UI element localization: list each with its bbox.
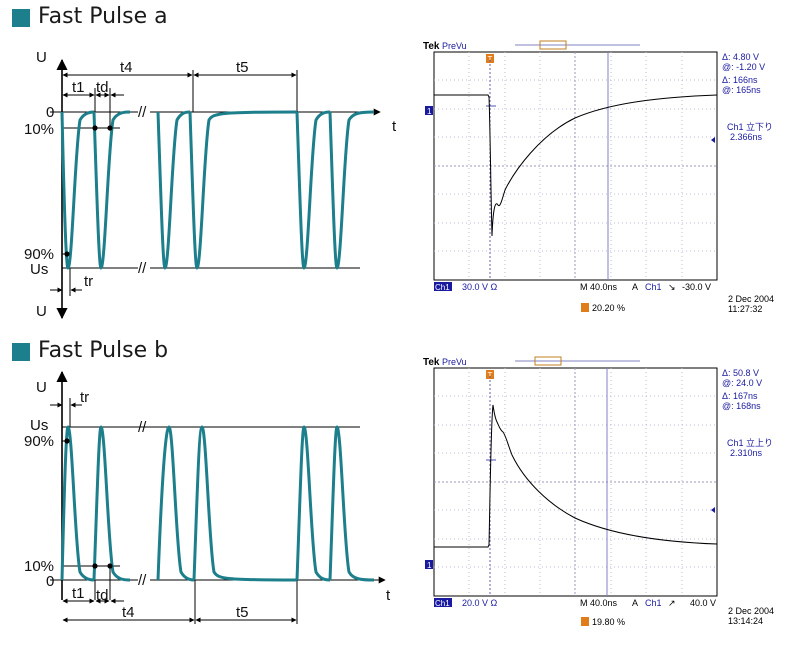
- cursor-abs-v: @: -1.20 V: [722, 62, 765, 72]
- cursor-delta-v: Δ: 50.8 V: [722, 368, 759, 378]
- trigger-level: -30.0 V: [682, 282, 711, 292]
- level-0-label: 0: [46, 104, 54, 121]
- level-10-label: 10%: [24, 558, 54, 575]
- trigger-marker: T: [488, 55, 493, 64]
- level-90-label: 90%: [24, 246, 54, 263]
- oscilloscope-screen-a: Tek PreVu T 1 Δ: 4.80 V @: -1.20 V Δ: 16…: [423, 40, 774, 314]
- timebase-m: M: [580, 598, 588, 608]
- cursor-delta-v: Δ: 4.80 V: [722, 52, 759, 62]
- ch1-badge: Ch1: [435, 283, 450, 292]
- cursor-abs-t: @: 168ns: [722, 401, 761, 411]
- section-a-marker: [12, 9, 30, 27]
- timebase: 40.0ns: [590, 598, 618, 608]
- section-a-title: Fast Pulse a: [38, 4, 168, 29]
- axis-label-u-top: U: [36, 49, 47, 66]
- scope-mode: PreVu: [442, 357, 467, 367]
- channel-marker: 1: [427, 561, 432, 570]
- timebase-m: M: [580, 282, 588, 292]
- pulse-diagram-b: // // U t 0 10% 90% Us t1 td t4 t5 tr: [24, 370, 391, 624]
- scope-time: 13:14:24: [728, 616, 763, 626]
- scope-date: 2 Dec 2004: [728, 294, 774, 304]
- axis-label-t: t: [386, 587, 391, 604]
- break-mark: //: [138, 104, 147, 121]
- axis-label-t: t: [392, 118, 397, 135]
- measurement-name: Ch1 立上り: [727, 437, 773, 448]
- level-us-label: Us: [30, 261, 48, 278]
- ch1-scale: 30.0 V Ω: [462, 282, 498, 292]
- measurement-value: 2.366ns: [730, 132, 763, 142]
- t4-label: t4: [120, 59, 133, 76]
- break-mark: //: [138, 572, 147, 589]
- cursor-delta-t: Δ: 167ns: [722, 391, 758, 401]
- trigger-channel: Ch1: [645, 598, 662, 608]
- level-90-label: 90%: [24, 433, 54, 450]
- axis-label-u-bottom: U: [36, 303, 47, 320]
- cursor-abs-v: @: 24.0 V: [722, 378, 762, 388]
- tr-label: tr: [84, 273, 93, 290]
- cursor-abs-t: @: 165ns: [722, 85, 761, 95]
- measurement-name: Ch1 立下り: [727, 121, 773, 132]
- t5-label: t5: [236, 604, 249, 621]
- level-10-label: 10%: [24, 121, 54, 138]
- scope-brand: Tek: [423, 357, 440, 368]
- section-b-marker: [12, 343, 30, 361]
- tr-label: tr: [80, 389, 89, 406]
- t1-label: t1: [72, 79, 85, 96]
- ch1-badge: Ch1: [435, 599, 450, 608]
- break-mark: //: [138, 260, 147, 277]
- timebase: 40.0ns: [590, 282, 618, 292]
- trigger-slope: ↗: [668, 598, 676, 608]
- trigger-marker: T: [488, 371, 493, 380]
- t5-label: t5: [236, 59, 249, 76]
- pulse-diagram-a: // // U U t 0 10% 90% Us t1 td t4 t5 tr: [24, 49, 397, 320]
- axis-label-u-top: U: [36, 379, 47, 396]
- t1-label: t1: [72, 585, 85, 602]
- trigger-position: 20.20 %: [592, 303, 625, 313]
- measurement-value: 2.310ns: [730, 448, 763, 458]
- scope-mode: PreVu: [442, 41, 467, 51]
- oscilloscope-screen-b: Tek PreVu T 1 Δ: 50.8 V @: 24.0 V Δ: 167…: [423, 356, 774, 627]
- trigger-a: A: [632, 282, 638, 292]
- level-us-label: Us: [30, 417, 48, 434]
- scope-date: 2 Dec 2004: [728, 606, 774, 616]
- td-label: td: [96, 587, 109, 604]
- trigger-a: A: [632, 598, 638, 608]
- break-mark: //: [138, 419, 147, 436]
- t4-label: t4: [122, 604, 135, 621]
- channel-marker: 1: [427, 107, 432, 116]
- td-label: td: [96, 79, 109, 96]
- level-0-label: 0: [46, 573, 54, 590]
- trigger-level: 40.0 V: [690, 598, 716, 608]
- scope-time: 11:27:32: [728, 304, 762, 314]
- trigger-channel: Ch1: [645, 282, 662, 292]
- ch1-scale: 20.0 V Ω: [462, 598, 498, 608]
- section-b-title: Fast Pulse b: [38, 338, 169, 363]
- cursor-delta-t: Δ: 166ns: [722, 75, 758, 85]
- trigger-position: 19.80 %: [592, 617, 625, 627]
- scope-brand: Tek: [423, 41, 440, 52]
- trigger-slope: ↘: [668, 282, 676, 292]
